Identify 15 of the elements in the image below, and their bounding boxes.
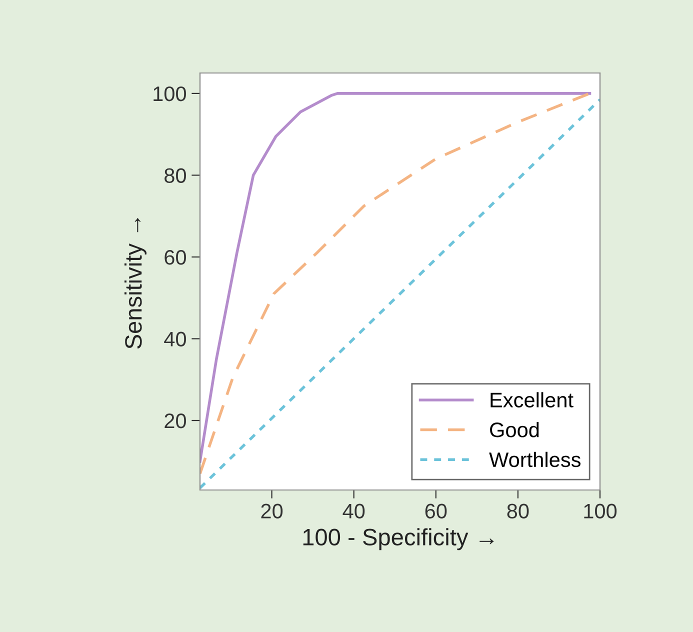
x-tick-label: 20	[261, 504, 283, 518]
y-axis-title: Sensitivity →	[124, 218, 146, 349]
x-tick-label: 60	[425, 504, 447, 518]
x-tick-label: 80	[507, 504, 529, 518]
legend-label: Good	[490, 422, 539, 438]
legend-label: Worthless	[489, 452, 580, 468]
y-tick-label: 60	[164, 250, 186, 265]
y-tick-label: 100	[154, 86, 186, 102]
y-tick-label: 40	[164, 332, 186, 346]
y-tick-label: 20	[164, 414, 186, 428]
x-tick-label: 100	[584, 504, 617, 518]
legend-label: Excellent	[490, 392, 574, 408]
x-axis-title: 100 - Specificity →	[303, 528, 494, 550]
y-tick-label: 80	[164, 168, 186, 183]
x-tick-label: 40	[342, 504, 365, 518]
